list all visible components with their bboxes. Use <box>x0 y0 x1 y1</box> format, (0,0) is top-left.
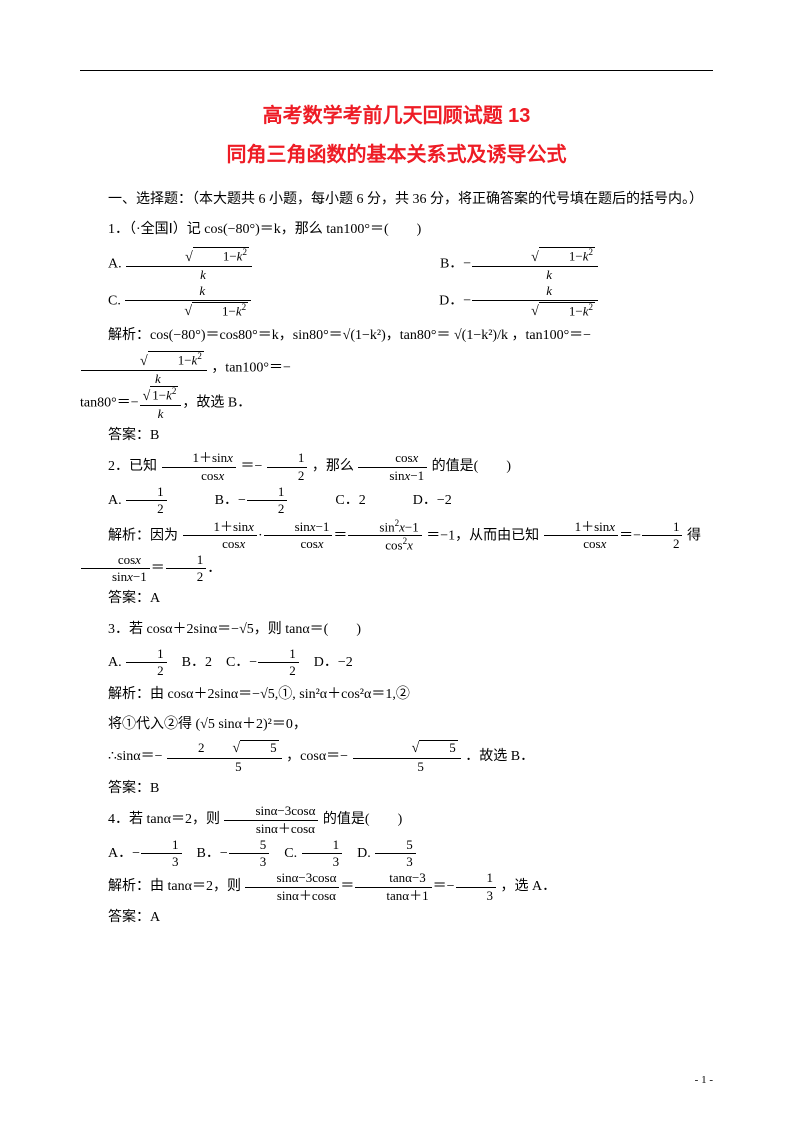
q2-analysis-mid: ＝−1，从而由已知 <box>426 528 539 543</box>
q3-answer: 答案：B <box>80 774 713 804</box>
q4-answer: 答案：A <box>80 903 713 933</box>
q1-options-row1: A. 1−k2k B．−1−k2k <box>80 247 713 282</box>
q1-analysis-line2: tan80°＝−1−k2k，故选 B． <box>80 386 713 421</box>
q4-analysis-end: ，选 A． <box>501 879 557 894</box>
q3-analysis3: ∴sinα＝− 255 ，cosα＝− 55 ．故选 B． <box>80 740 713 774</box>
q3-analysis2: 将①代入②得 (√5 sinα＋2)²＝0， <box>80 710 713 740</box>
q2-stem-prefix: 2．已知 <box>108 459 157 474</box>
q1-options-row2: C. k1−k2 D．−k1−k2 <box>80 284 713 319</box>
q1-analysis-prefix: 解析：cos(−80°)＝cos80°＝k，sin80°＝√(1−k²)，tan… <box>108 328 591 343</box>
q1-answer: 答案：B <box>80 421 713 451</box>
q3-a3-prefix: ∴sinα＝− <box>108 750 162 765</box>
q2-stem: 2．已知 1＋sinxcosx ＝− 12 ，那么 cosxsinx−1 的值是… <box>80 451 713 483</box>
q2-stem-end: 的值是( ) <box>432 459 511 474</box>
q3-analysis1: 解析：由 cosα＋2sinα＝−√5,①, sin²α＋cos²α＝1,② <box>80 680 713 710</box>
q3-options: A. 12 B．2 C．−12 D．−2 <box>80 647 713 679</box>
q3-a3-end: ．故选 B． <box>465 750 534 765</box>
q2-analysis: 解析：因为 1＋sinxcosx·sinx−1cosx＝sin2x−1cos2x… <box>80 519 713 585</box>
q4-options: A．−13 B．−53 C. 13 D. 53 <box>80 838 713 870</box>
page: 高考数学考前几天回顾试题 13 同角三角函数的基本关系式及诱导公式 一、选择题：… <box>0 0 793 1122</box>
q3-stem: 3．若 cosα＋2sinα＝−√5，则 tanα＝( ) <box>80 615 713 645</box>
document-title: 高考数学考前几天回顾试题 13 <box>80 99 713 128</box>
q2-answer: 答案：A <box>80 584 713 614</box>
q2-analysis-end: 得 <box>687 528 701 543</box>
q2-options: A. 12 B．−12 C．2 D．−2 <box>80 485 713 517</box>
q2-analysis-prefix: 解析：因为 <box>108 528 178 543</box>
body: 一、选择题：（本大题共 6 小题，每小题 6 分，共 36 分，将正确答案的代号… <box>80 185 713 933</box>
q1-stem: 1．（·全国Ⅰ）记 cos(−80°)＝k，那么 tan100°＝( ) <box>80 215 713 245</box>
q4-stem: 4．若 tanα＝2，则 sinα−3cosαsinα＋cosα 的值是( ) <box>80 804 713 836</box>
q1-analysis-line1: 解析：cos(−80°)＝cos80°＝k，sin80°＝√(1−k²)，tan… <box>80 321 713 386</box>
q2-stem-suffix: ，那么 <box>312 459 354 474</box>
q4-stem-end: 的值是( ) <box>323 812 402 827</box>
q4-analysis: 解析：由 tanα＝2，则 sinα−3cosαsinα＋cosα＝tanα−3… <box>80 871 713 903</box>
q4-analysis-prefix: 解析：由 tanα＝2，则 <box>108 879 241 894</box>
q4-stem-prefix: 4．若 tanα＝2，则 <box>108 812 220 827</box>
top-rule <box>80 70 713 71</box>
q3-a3-mid: ，cosα＝− <box>286 750 348 765</box>
section-header: 一、选择题：（本大题共 6 小题，每小题 6 分，共 36 分，将正确答案的代号… <box>80 185 713 215</box>
q2-stem-mid: ＝− <box>240 459 262 474</box>
document-subtitle: 同角三角函数的基本关系式及诱导公式 <box>80 138 713 167</box>
q1-stem-text: 1．（·全国Ⅰ）记 cos(−80°)＝k，那么 tan100°＝( ) <box>108 222 421 237</box>
page-number: - 1 - <box>695 1074 713 1086</box>
